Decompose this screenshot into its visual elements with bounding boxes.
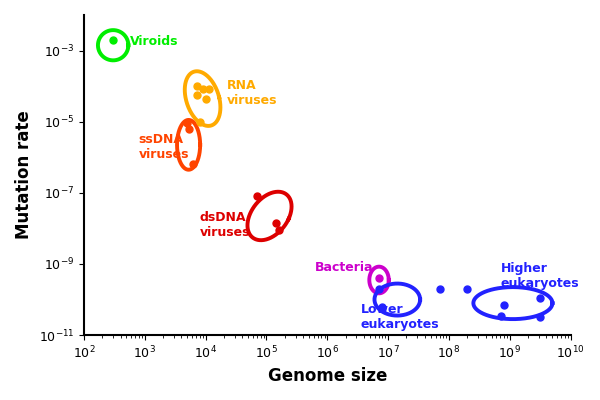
Text: Viroids: Viroids [130,35,178,48]
Text: dsDNA
viruses: dsDNA viruses [200,211,250,239]
Text: Higher
eukaryotes: Higher eukaryotes [501,262,580,290]
Text: Lower
eukaryotes: Lower eukaryotes [361,303,439,331]
Text: ssDNA
viruses: ssDNA viruses [139,133,189,161]
Text: RNA
viruses: RNA viruses [227,79,277,107]
Y-axis label: Mutation rate: Mutation rate [15,111,33,240]
X-axis label: Genome size: Genome size [268,367,387,385]
Text: Bacteria: Bacteria [315,261,374,274]
